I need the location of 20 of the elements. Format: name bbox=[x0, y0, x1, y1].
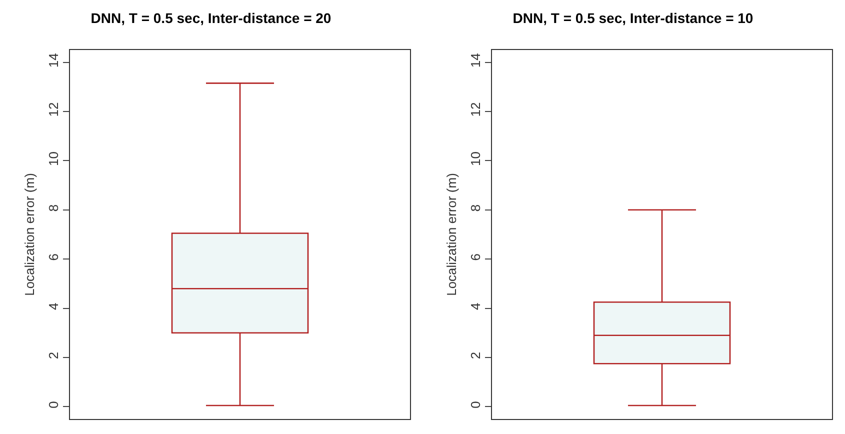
y-tick-label: 8 bbox=[468, 204, 483, 212]
y-tick-label: 10 bbox=[46, 152, 61, 166]
y-tick-label: 6 bbox=[46, 254, 61, 261]
y-tick-label: 6 bbox=[468, 254, 483, 261]
y-tick-label: 12 bbox=[46, 102, 61, 117]
y-tick-label: 12 bbox=[468, 102, 483, 117]
y-tick-label: 0 bbox=[468, 401, 483, 408]
y-tick-label: 4 bbox=[46, 302, 61, 310]
y-tick-label: 2 bbox=[46, 352, 61, 360]
y-tick-label: 10 bbox=[468, 152, 483, 166]
y-tick-label: 0 bbox=[46, 401, 61, 408]
y-axis-title: Localization error (m) bbox=[444, 173, 459, 296]
chart-title: DNN, T = 0.5 sec, Inter-distance = 20 bbox=[90, 10, 332, 26]
y-tick-label: 14 bbox=[468, 53, 483, 68]
y-tick-label: 8 bbox=[46, 204, 61, 212]
chart-title: DNN, T = 0.5 sec, Inter-distance = 10 bbox=[512, 10, 754, 26]
y-tick-label: 14 bbox=[46, 53, 61, 68]
y-tick-label: 4 bbox=[468, 302, 483, 310]
y-tick-label: 2 bbox=[468, 352, 483, 360]
y-axis-title: Localization error (m) bbox=[22, 173, 37, 296]
